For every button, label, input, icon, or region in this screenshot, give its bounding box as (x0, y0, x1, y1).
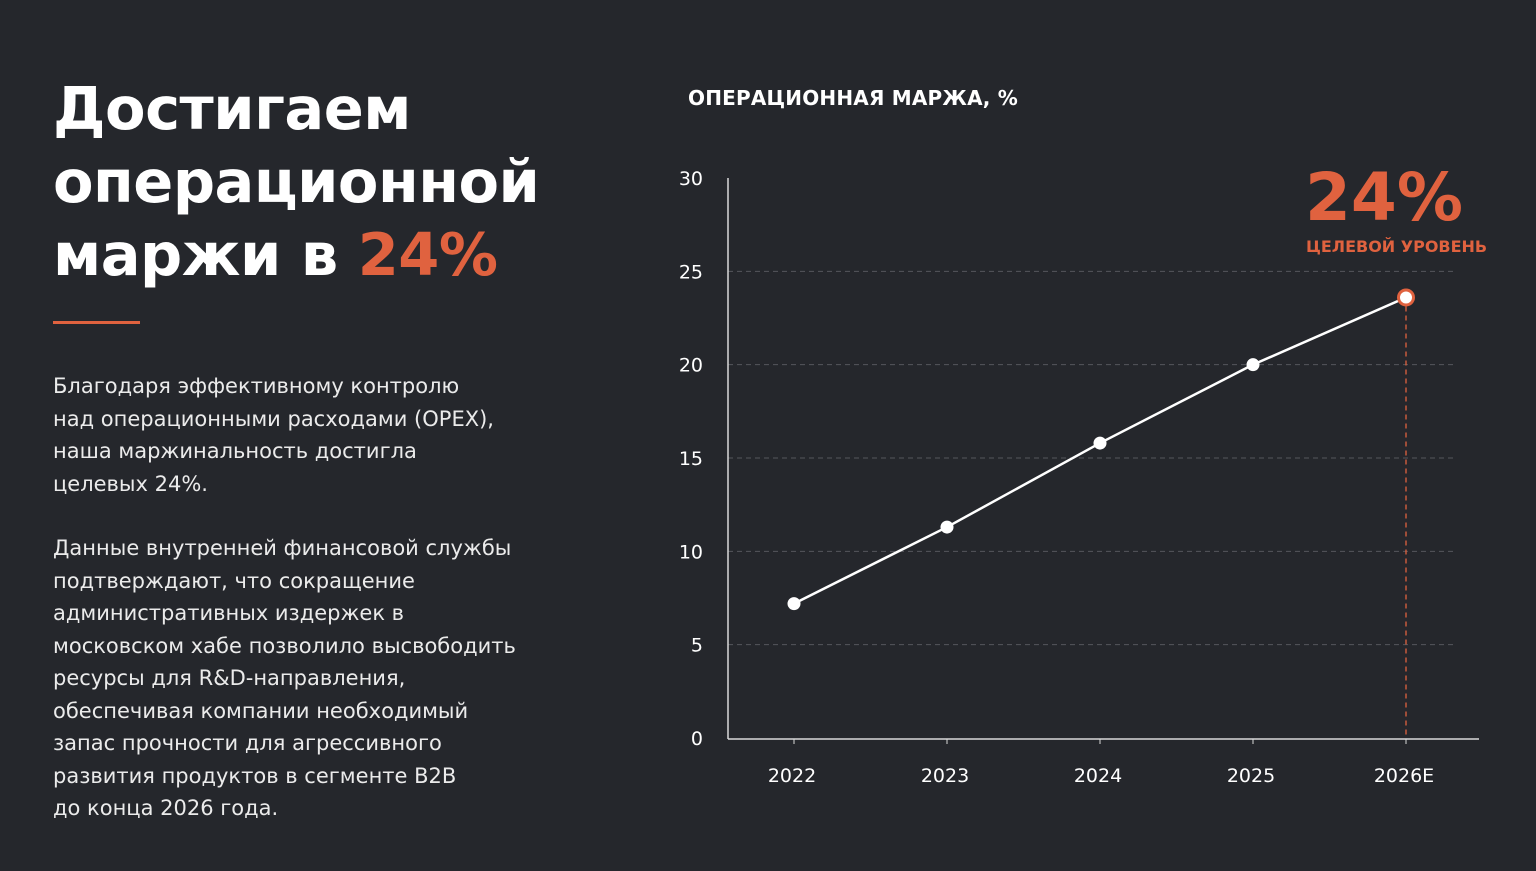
y-tick-label: 25 (679, 261, 703, 283)
chart-title: ОПЕРАЦИОННАЯ МАРЖА, % (688, 86, 1018, 110)
x-tick-label: 2025 (1227, 765, 1275, 787)
y-tick-label: 30 (679, 168, 703, 190)
data-point (1246, 358, 1260, 372)
y-tick-label: 5 (691, 635, 703, 657)
accent-divider (53, 321, 140, 324)
paragraph-details: Данные внутренней финансовой службы подт… (53, 536, 516, 820)
target-value: 24% (1305, 159, 1463, 236)
y-tick-label: 15 (679, 448, 703, 470)
headline-line-3: маржи в (53, 220, 358, 289)
headline-line-1: Достигаем (53, 74, 411, 143)
y-tick-label: 0 (691, 728, 703, 750)
y-tick-label: 20 (679, 355, 703, 377)
headline: Достигаем операционной маржи в 24% (53, 72, 553, 291)
target-label: ЦЕЛЕВОЙ УРОВЕНЬ (1306, 237, 1488, 256)
data-point (787, 597, 801, 611)
x-tick-label: 2022 (768, 765, 816, 787)
data-point (940, 520, 954, 534)
series-line (793, 296, 1407, 605)
x-tick-label: 2026E (1374, 765, 1434, 787)
headline-accent-value: 24% (357, 220, 498, 289)
target-point (1400, 291, 1412, 304)
text-panel: Достигаем операционной маржи в 24% Благо… (53, 72, 553, 825)
x-tick-label: 2024 (1074, 765, 1122, 787)
x-tick-label: 2023 (921, 765, 969, 787)
paragraph-intro: Благодаря эффективному контролю над опер… (53, 374, 494, 496)
y-tick-label: 10 (679, 541, 703, 563)
data-point (1093, 436, 1107, 450)
headline-line-2: операционной (53, 147, 540, 216)
